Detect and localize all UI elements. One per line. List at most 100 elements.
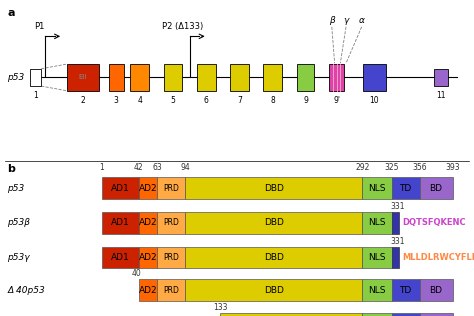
Text: P1: P1	[34, 22, 45, 31]
Bar	[329, 64, 344, 91]
Text: PRD: PRD	[164, 218, 179, 227]
Text: BD: BD	[429, 286, 443, 295]
Text: DBD: DBD	[264, 253, 283, 262]
Text: 40: 40	[132, 269, 142, 278]
Bar	[138, 247, 157, 268]
Bar	[109, 64, 124, 91]
Bar	[419, 313, 453, 316]
Text: AD2: AD2	[139, 286, 157, 295]
Text: a: a	[7, 8, 15, 18]
Text: 94: 94	[180, 163, 190, 172]
Text: b: b	[7, 164, 15, 174]
Bar	[67, 64, 99, 91]
Bar	[362, 212, 392, 234]
Text: 3: 3	[114, 95, 118, 105]
Text: 133: 133	[213, 303, 227, 312]
Text: β: β	[329, 16, 335, 25]
Text: P2 (Δ133): P2 (Δ133)	[162, 22, 203, 31]
Text: 10: 10	[370, 95, 379, 105]
Text: 9: 9	[303, 95, 308, 105]
Text: AD1: AD1	[111, 218, 129, 227]
Text: DBD: DBD	[264, 184, 283, 192]
Text: p53: p53	[7, 73, 24, 82]
Bar	[434, 69, 448, 86]
Text: p53γ: p53γ	[7, 253, 30, 262]
Bar	[362, 177, 392, 199]
Text: NLS: NLS	[368, 286, 386, 295]
Text: 1: 1	[100, 163, 104, 172]
Bar	[362, 313, 392, 316]
Bar	[102, 247, 138, 268]
Text: 356: 356	[412, 163, 427, 172]
Bar	[297, 64, 314, 91]
Bar	[392, 212, 399, 234]
Text: p53: p53	[7, 184, 24, 192]
Text: AD1: AD1	[111, 253, 129, 262]
Bar	[102, 177, 138, 199]
Text: PRD: PRD	[164, 253, 179, 262]
Text: AD2: AD2	[139, 218, 157, 227]
Text: 5: 5	[171, 95, 175, 105]
Bar	[363, 64, 386, 91]
Text: AD1: AD1	[111, 184, 129, 192]
Text: AD2: AD2	[139, 253, 157, 262]
Bar	[392, 313, 419, 316]
Text: 42: 42	[134, 163, 144, 172]
Bar	[138, 279, 157, 301]
Bar	[230, 64, 249, 91]
Bar	[263, 64, 282, 91]
Bar	[185, 247, 362, 268]
Text: EII: EII	[79, 75, 87, 80]
Text: 4: 4	[137, 95, 142, 105]
Bar	[419, 177, 453, 199]
Bar	[164, 64, 182, 91]
Bar	[220, 313, 362, 316]
Text: TD: TD	[400, 184, 412, 192]
Text: DBD: DBD	[264, 286, 283, 295]
Bar	[185, 212, 362, 234]
Text: NLS: NLS	[368, 253, 386, 262]
Text: 1: 1	[33, 91, 38, 100]
Text: 63: 63	[153, 163, 162, 172]
Bar	[30, 69, 41, 86]
Bar	[157, 212, 185, 234]
Text: PRD: PRD	[164, 184, 179, 192]
Bar	[102, 212, 138, 234]
Text: DBD: DBD	[264, 218, 283, 227]
Bar	[392, 177, 419, 199]
Text: 2: 2	[81, 95, 85, 105]
Text: TD: TD	[400, 286, 412, 295]
Bar	[419, 279, 453, 301]
Text: NLS: NLS	[368, 218, 386, 227]
Text: DQTSFQKENC: DQTSFQKENC	[402, 218, 465, 227]
Bar	[362, 279, 392, 301]
Bar	[392, 247, 399, 268]
Text: 325: 325	[384, 163, 399, 172]
Bar	[197, 64, 216, 91]
Text: γ: γ	[343, 16, 349, 25]
Bar	[157, 279, 185, 301]
Text: 331: 331	[390, 202, 404, 211]
Text: p53β: p53β	[7, 218, 30, 227]
Text: 6: 6	[204, 95, 209, 105]
Bar	[185, 177, 362, 199]
Text: 393: 393	[446, 163, 460, 172]
Bar	[130, 64, 149, 91]
Text: 11: 11	[436, 91, 446, 100]
Text: Δ 40p53: Δ 40p53	[7, 286, 45, 295]
Bar	[157, 177, 185, 199]
Bar	[138, 177, 157, 199]
Text: 292: 292	[355, 163, 370, 172]
Text: BD: BD	[429, 184, 443, 192]
Text: AD2: AD2	[139, 184, 157, 192]
Text: 9': 9'	[333, 95, 340, 105]
Bar	[392, 279, 419, 301]
Text: 8: 8	[270, 95, 275, 105]
Text: PRD: PRD	[164, 286, 179, 295]
Text: MLLDLRWCYFLINSS: MLLDLRWCYFLINSS	[402, 253, 474, 262]
Bar	[185, 279, 362, 301]
Text: α: α	[359, 16, 365, 25]
Text: 7: 7	[237, 95, 242, 105]
Text: NLS: NLS	[368, 184, 386, 192]
Bar	[138, 212, 157, 234]
